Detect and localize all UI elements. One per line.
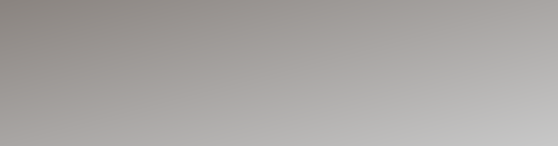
Text: A client's arterial blood gases (ABGs) are analyzed: pH 7.49,
Paco2 31 mm Hg, Pa: A client's arterial blood gases (ABGs) a… bbox=[10, 7, 492, 106]
